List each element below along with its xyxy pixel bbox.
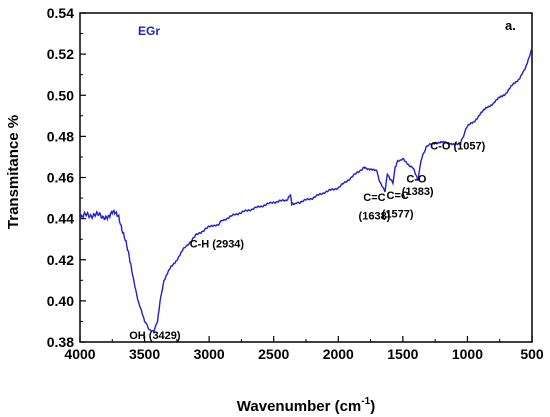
peak-annotations: OH (3429) C-H (2934) C=C (1638) C=C (1577) C-O… bbox=[129, 141, 485, 342]
y-tick-label: 0.48 bbox=[47, 128, 74, 144]
x-axis-title-superscript: -1 bbox=[361, 396, 370, 407]
y-tick-label: 0.42 bbox=[47, 252, 74, 268]
y-tick-label: 0.52 bbox=[47, 46, 74, 62]
y-tick-label: 0.44 bbox=[47, 211, 74, 227]
x-tick-label: 3000 bbox=[194, 346, 225, 362]
x-tick-label: 2000 bbox=[323, 346, 354, 362]
series-line-egr bbox=[79, 47, 533, 334]
y-tick-label: 0.40 bbox=[47, 293, 74, 309]
x-tick-label: 500 bbox=[520, 346, 544, 362]
y-tick-label: 0.38 bbox=[47, 334, 74, 350]
x-tick-labels: 4000 3500 3000 2500 2000 1500 1000 500 bbox=[64, 346, 543, 362]
plot-border bbox=[79, 12, 533, 343]
peak-annotation: C-H (2934) bbox=[190, 238, 245, 250]
peak-annotation: (1577) bbox=[382, 209, 414, 221]
y-tick-label: 0.50 bbox=[47, 87, 74, 103]
x-axis-title: Wavenumber (cm-1) bbox=[237, 396, 375, 415]
axis-ticks bbox=[79, 12, 533, 343]
peak-annotation: (1638) bbox=[359, 211, 391, 223]
panel-label: a. bbox=[505, 18, 516, 33]
x-axis-title-tail: ) bbox=[370, 398, 375, 415]
x-tick-label: 3500 bbox=[129, 346, 160, 362]
peak-annotation: OH (3429) bbox=[129, 330, 181, 342]
x-tick-label: 2500 bbox=[258, 346, 289, 362]
y-tick-label: 0.46 bbox=[47, 170, 74, 186]
x-tick-label: 4000 bbox=[64, 346, 95, 362]
peak-annotation: C=C bbox=[363, 192, 385, 204]
x-tick-label: 1000 bbox=[452, 346, 483, 362]
y-tick-label: 0.54 bbox=[47, 5, 74, 21]
plot-frame bbox=[79, 12, 533, 343]
peak-annotation: (1383) bbox=[402, 186, 434, 198]
peak-annotation: C=C bbox=[387, 190, 409, 202]
series-label: EGr bbox=[138, 24, 160, 38]
x-axis-title-main: Wavenumber (cm bbox=[237, 398, 361, 415]
y-axis-title: Transmitance % bbox=[5, 115, 22, 229]
x-tick-label: 1500 bbox=[387, 346, 418, 362]
y-tick-labels: 0.38 0.40 0.42 0.44 0.46 0.48 0.50 0.52 0.54 bbox=[47, 5, 74, 350]
peak-annotation: C-O (1057) bbox=[430, 141, 485, 153]
peak-annotation: C-O bbox=[406, 174, 427, 186]
